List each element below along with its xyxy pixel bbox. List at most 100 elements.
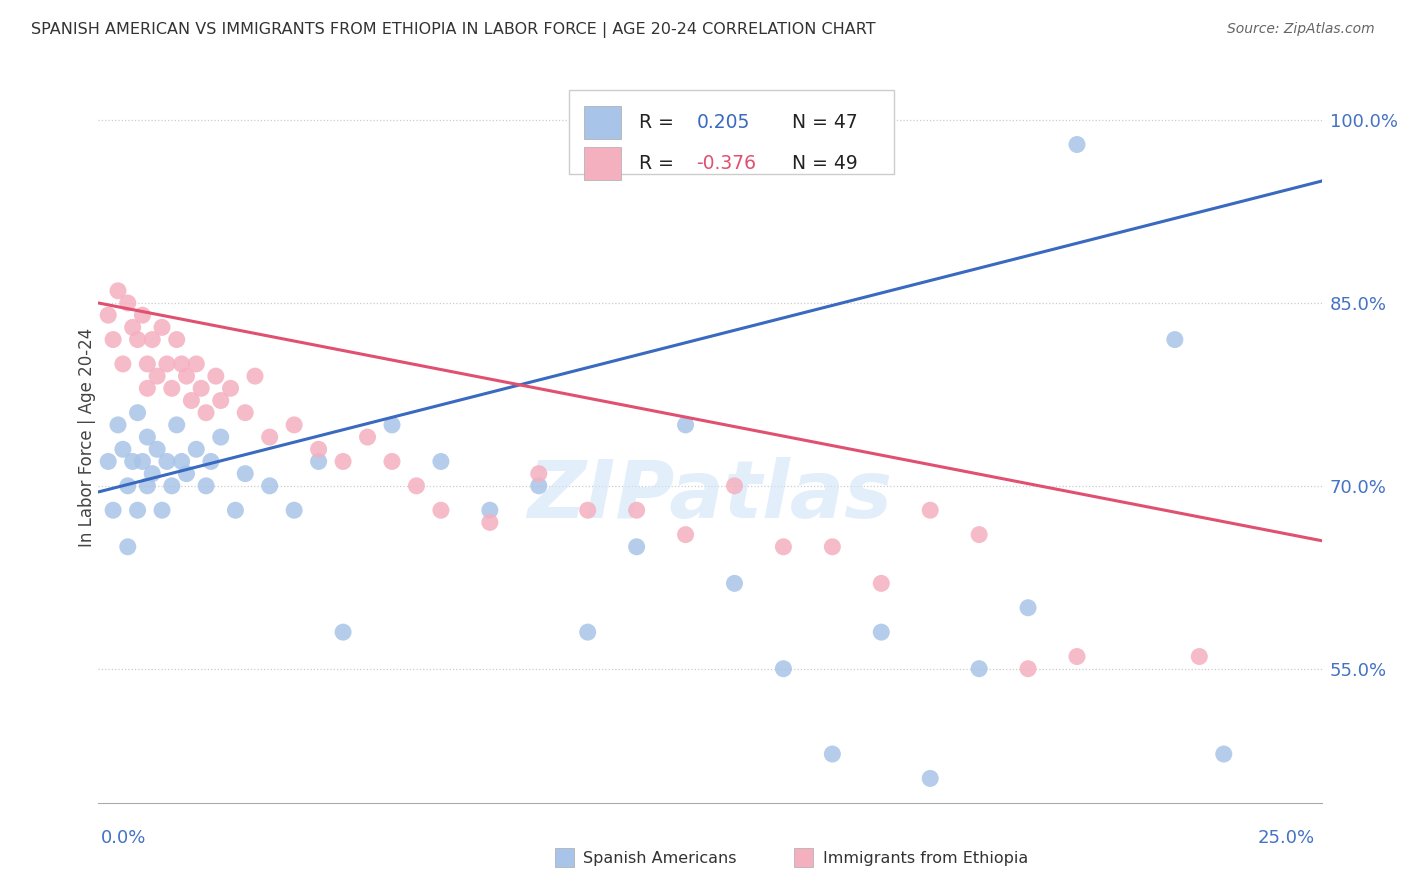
Text: -0.376: -0.376 (696, 154, 756, 173)
Point (243, 369, 266, 384)
Point (723, 576, 745, 591)
Point (478, 516, 501, 530)
Point (626, 503, 648, 517)
Point (97, 308, 120, 322)
Bar (583, 147, 620, 180)
Point (219, 381, 242, 395)
Point (430, 503, 453, 517)
Point (1188, 649, 1211, 664)
Point (772, 540, 794, 554)
Point (136, 430, 159, 444)
Point (1017, 662, 1039, 676)
Point (821, 747, 844, 761)
Point (224, 503, 246, 517)
Point (332, 454, 354, 468)
Point (121, 320, 143, 334)
Point (166, 417, 188, 432)
Point (186, 442, 208, 457)
Point (205, 369, 228, 384)
Point (150, 320, 173, 334)
Point (111, 442, 134, 457)
Y-axis label: In Labor Force | Age 20-24: In Labor Force | Age 20-24 (79, 327, 96, 547)
Point (97, 454, 120, 468)
Point (723, 479, 745, 493)
Point (1164, 333, 1187, 347)
Point (150, 503, 173, 517)
Point (170, 357, 193, 371)
Point (1066, 649, 1088, 664)
Point (772, 662, 794, 676)
Point (195, 406, 218, 420)
Point (101, 333, 124, 347)
Text: Immigrants from Ethiopia: Immigrants from Ethiopia (823, 851, 1028, 865)
Text: R =: R = (640, 154, 681, 173)
Point (259, 479, 281, 493)
Point (180, 393, 202, 408)
Point (156, 454, 179, 468)
Point (920, 772, 942, 786)
Point (1017, 600, 1039, 615)
Text: R =: R = (640, 112, 681, 132)
Point (478, 503, 501, 517)
Point (920, 503, 942, 517)
Point (233, 406, 256, 420)
Point (121, 454, 143, 468)
Point (141, 333, 163, 347)
Point (131, 308, 153, 322)
Point (156, 357, 179, 371)
Point (117, 479, 139, 493)
Point (308, 442, 330, 457)
Point (1066, 137, 1088, 152)
Point (176, 467, 198, 481)
Bar (583, 106, 620, 138)
Point (200, 454, 222, 468)
Point (141, 467, 163, 481)
Point (117, 296, 139, 310)
Text: 0.0%: 0.0% (101, 829, 146, 847)
Point (117, 540, 139, 554)
Point (101, 503, 124, 517)
Point (527, 479, 550, 493)
Text: 0.205: 0.205 (696, 112, 749, 132)
Point (576, 503, 599, 517)
Point (430, 454, 453, 468)
Point (821, 540, 844, 554)
Point (146, 442, 169, 457)
Point (127, 333, 149, 347)
Point (626, 540, 648, 554)
Point (870, 625, 893, 640)
Point (675, 417, 697, 432)
Point (356, 430, 378, 444)
Text: N = 49: N = 49 (780, 154, 858, 173)
Point (107, 417, 129, 432)
Point (1212, 747, 1234, 761)
Point (308, 454, 330, 468)
Point (160, 381, 183, 395)
Point (176, 369, 198, 384)
Point (107, 284, 129, 298)
Point (381, 417, 404, 432)
FancyBboxPatch shape (569, 90, 894, 174)
Text: 25.0%: 25.0% (1257, 829, 1315, 847)
Text: Source: ZipAtlas.com: Source: ZipAtlas.com (1227, 22, 1375, 37)
Point (111, 357, 134, 371)
Point (136, 357, 159, 371)
Text: N = 47: N = 47 (780, 112, 858, 132)
Text: SPANISH AMERICAN VS IMMIGRANTS FROM ETHIOPIA IN LABOR FORCE | AGE 20-24 CORRELAT: SPANISH AMERICAN VS IMMIGRANTS FROM ETHI… (31, 22, 876, 38)
Point (233, 467, 256, 481)
Point (405, 479, 427, 493)
Point (381, 454, 404, 468)
Point (131, 454, 153, 468)
Point (170, 454, 193, 468)
Point (186, 357, 208, 371)
Point (967, 527, 990, 541)
Point (127, 406, 149, 420)
Point (190, 381, 212, 395)
Point (160, 479, 183, 493)
Point (527, 467, 550, 481)
Point (136, 479, 159, 493)
Point (283, 503, 305, 517)
Point (166, 333, 188, 347)
Point (870, 576, 893, 591)
Point (209, 430, 232, 444)
